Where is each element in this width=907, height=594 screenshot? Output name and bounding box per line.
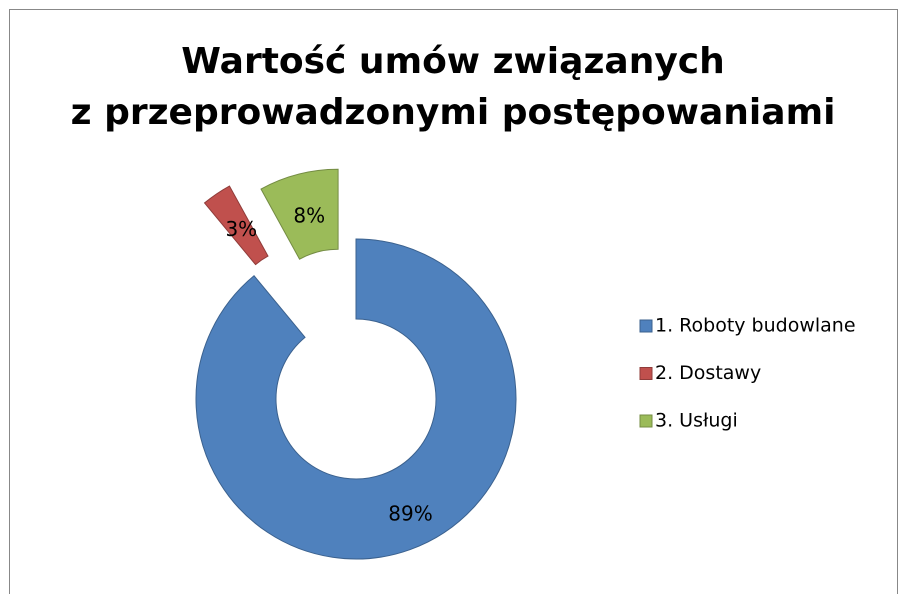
legend-label: 1. Roboty budowlane xyxy=(655,315,856,337)
legend-label: 2. Dostawy xyxy=(655,362,761,384)
data-label: 8% xyxy=(293,203,325,227)
legend-label: 3. Usługi xyxy=(655,410,738,432)
legend-swatch xyxy=(639,319,653,333)
donut-segment xyxy=(203,185,269,266)
chart-title: Wartość umów związanych xyxy=(181,41,725,82)
donut-segment xyxy=(195,238,517,560)
donut-segment xyxy=(260,168,339,260)
legend-swatch xyxy=(639,414,653,428)
chart-title: z przeprowadzonymi postępowaniami xyxy=(71,92,836,133)
chart-border xyxy=(9,9,898,594)
data-label: 89% xyxy=(388,501,432,525)
legend-swatch xyxy=(639,367,653,380)
data-label: 3% xyxy=(225,217,257,241)
